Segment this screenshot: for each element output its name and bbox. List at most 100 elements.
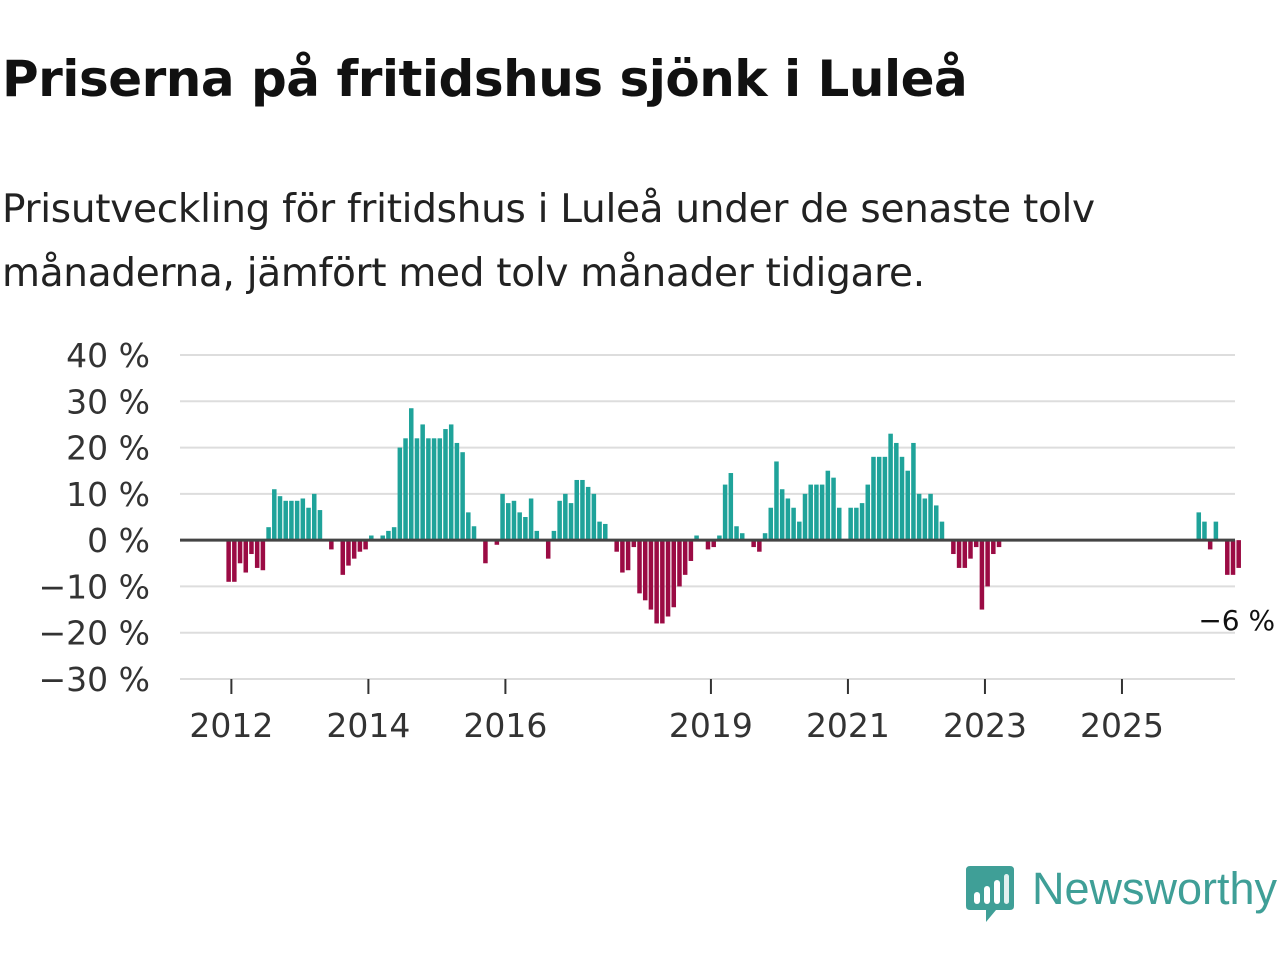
x-axis: 2012 2014 2016 2019 2021 2023 2025 — [189, 679, 1164, 745]
bar — [779, 489, 785, 541]
y-tick-label: 10 % — [66, 475, 150, 514]
bar — [865, 484, 871, 541]
bar — [409, 408, 414, 541]
newsworthy-chart-icon — [966, 866, 1014, 922]
bar — [814, 484, 819, 541]
bar — [272, 489, 277, 541]
bar — [722, 484, 728, 541]
bar — [1236, 540, 1241, 568]
bar — [922, 498, 928, 541]
bar — [431, 438, 437, 541]
bar — [454, 442, 460, 541]
x-tick-label: 2014 — [326, 706, 410, 745]
bar — [494, 540, 500, 545]
bar — [797, 521, 802, 541]
bar — [597, 521, 602, 541]
latest-value-annotation: −6 % — [1198, 604, 1275, 637]
bar — [226, 540, 231, 582]
bar — [460, 452, 465, 541]
bar — [249, 540, 254, 555]
bar — [705, 540, 711, 550]
brand-name: Newsworthy — [1032, 863, 1278, 914]
bar — [517, 512, 522, 541]
bar — [973, 540, 979, 548]
y-tick-label: 20 % — [66, 429, 150, 468]
bar — [819, 484, 825, 541]
bar — [591, 493, 597, 541]
newsworthy-logo[interactable]: Newsworthy — [964, 863, 1278, 928]
bar — [1202, 521, 1207, 541]
bar — [500, 493, 505, 541]
bar — [443, 429, 448, 541]
bar — [825, 470, 831, 541]
y-tick-label: −30 % — [39, 660, 151, 699]
bar — [414, 438, 420, 541]
bar — [391, 527, 397, 541]
bar — [557, 500, 562, 541]
bar — [694, 535, 699, 541]
bar — [448, 424, 454, 541]
bar — [682, 540, 688, 575]
bar — [660, 540, 665, 624]
bar — [620, 540, 625, 573]
bar — [466, 512, 471, 541]
bar — [289, 500, 294, 541]
chart-title: Priserna på fritidshus sjönk i Luleå — [2, 50, 968, 108]
bar — [574, 479, 579, 541]
bar — [369, 535, 374, 541]
bar — [614, 540, 619, 552]
bar — [254, 540, 260, 568]
bar — [471, 526, 477, 541]
y-tick-label: 40 % — [66, 336, 150, 375]
bar — [437, 438, 443, 541]
bar — [757, 540, 762, 552]
bar — [357, 540, 363, 552]
bar — [637, 540, 642, 594]
bar — [928, 493, 933, 541]
bar — [734, 526, 739, 541]
bar — [774, 461, 779, 541]
bar — [951, 540, 956, 555]
bar — [1213, 521, 1219, 541]
bar — [859, 503, 865, 541]
bar — [785, 498, 791, 541]
bar — [642, 540, 648, 601]
y-tick-label: 30 % — [66, 382, 150, 421]
bar — [534, 530, 540, 541]
bar — [882, 456, 888, 541]
y-tick-label: −20 % — [39, 614, 151, 653]
bar — [728, 473, 734, 541]
bar — [625, 540, 631, 571]
bar — [603, 523, 608, 541]
bar — [991, 540, 996, 555]
bar — [717, 535, 722, 541]
bar — [363, 540, 368, 550]
bar — [568, 503, 574, 541]
bar — [979, 540, 985, 610]
bars — [226, 408, 1241, 624]
y-tick-label: 0 % — [87, 521, 150, 560]
x-tick-label: 2016 — [463, 706, 547, 745]
bar — [848, 507, 853, 541]
bar — [277, 496, 283, 541]
bar — [939, 521, 945, 541]
bar — [1225, 540, 1230, 575]
bar — [854, 507, 859, 541]
bar — [237, 540, 243, 564]
bar — [511, 500, 517, 541]
bar — [751, 540, 756, 548]
bar — [631, 540, 637, 548]
bar — [483, 540, 488, 564]
bar — [528, 498, 534, 541]
x-tick-label: 2021 — [806, 706, 890, 745]
x-tick-label: 2025 — [1080, 706, 1164, 745]
bar — [386, 530, 391, 541]
bar — [996, 540, 1002, 548]
bar — [894, 442, 899, 541]
bar — [968, 540, 973, 559]
bar — [260, 540, 266, 571]
bar — [283, 500, 288, 541]
bar — [985, 540, 990, 587]
bar — [580, 479, 585, 541]
bar — [563, 493, 568, 541]
